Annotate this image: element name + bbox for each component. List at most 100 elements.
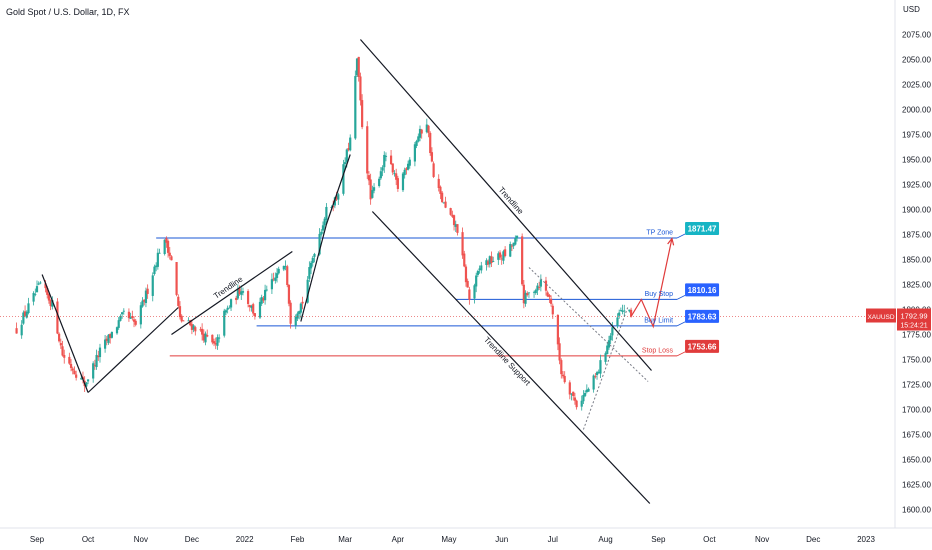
candle-body: [604, 353, 607, 362]
candle-body: [372, 187, 376, 191]
candle-body: [441, 192, 444, 203]
candle-body: [515, 235, 519, 239]
candle-body: [296, 313, 299, 319]
candle-body: [592, 375, 595, 390]
price-axis[interactable]: 1600.00 1625.00 1650.00 1675.00 1700.00 1725.…: [866, 31, 931, 515]
tp-zone-tag[interactable]: [685, 222, 720, 236]
buy-limit-tag[interactable]: [685, 309, 720, 323]
candle-body: [177, 296, 180, 306]
time-axis[interactable]: Sep Oct Nov Dec 2022 Feb Mar Apr May Jun Jul Aug Sep…: [30, 535, 876, 544]
candles-layer: [15, 56, 633, 411]
candle-body: [56, 301, 59, 334]
candle-body: [599, 360, 602, 374]
time-tick-label: Jul: [548, 535, 558, 544]
trendline-support[interactable]: [371, 211, 651, 504]
candle-body: [223, 310, 226, 336]
price-tick-label: 2000.00: [902, 106, 931, 115]
last-price-badge[interactable]: [897, 308, 931, 331]
candle-body: [396, 178, 399, 189]
candle-body: [238, 288, 241, 295]
trendline-upper[interactable]: [359, 39, 652, 371]
candle-body: [156, 252, 159, 267]
trendline-rising[interactable]: [171, 251, 293, 335]
candle-body: [429, 132, 432, 154]
buy-stop-tag[interactable]: [685, 283, 720, 297]
candle-body: [287, 284, 291, 304]
candle-body: [212, 341, 216, 344]
dotted-rise[interactable]: [582, 307, 629, 430]
candle-body: [71, 368, 74, 371]
time-tick-label: Apr: [392, 535, 405, 544]
candle-body: [502, 251, 505, 261]
candle-body: [166, 240, 170, 253]
price-tick-label: 1825.00: [902, 281, 931, 290]
candle-body: [444, 201, 447, 208]
candle-body: [427, 125, 430, 133]
trend-oct-nov[interactable]: [87, 307, 179, 393]
candle-body: [575, 400, 578, 408]
candle-body: [425, 124, 428, 133]
candle-body: [395, 173, 398, 180]
candle-body: [621, 310, 624, 312]
candle-body: [514, 238, 517, 245]
candle-body: [134, 320, 137, 325]
candle-body: [49, 300, 52, 307]
candle-body: [97, 355, 100, 358]
candle-body: [122, 310, 125, 312]
candle-body: [342, 164, 345, 194]
candle-body: [497, 253, 500, 260]
candle-body: [170, 256, 173, 261]
candle-body: [347, 148, 350, 150]
tp-zone-label: TP Zone: [646, 230, 673, 237]
stop-loss-callout: [676, 351, 686, 357]
candle-body: [211, 334, 214, 343]
drawing-layer[interactable]: [156, 237, 678, 357]
candle-body: [556, 314, 559, 345]
price-tick-label: 1675.00: [902, 431, 931, 440]
candle-body: [32, 293, 35, 302]
candle-body: [51, 300, 54, 307]
candle-body: [473, 285, 476, 299]
candle-body: [275, 273, 279, 278]
candle-body: [468, 289, 471, 300]
candle-body: [463, 253, 466, 267]
candle-body: [47, 293, 51, 301]
candle-body: [143, 299, 146, 302]
candle-body: [175, 261, 178, 295]
candle-body: [311, 257, 314, 263]
candle-body: [206, 335, 209, 337]
stop-loss-label: Stop Loss: [642, 347, 674, 354]
symbol-badge[interactable]: [866, 308, 896, 323]
candle-body: [585, 389, 588, 393]
candle-body: [354, 76, 357, 139]
candle-body: [587, 388, 590, 392]
candle-body: [538, 286, 541, 288]
candle-body: [405, 168, 408, 171]
projection-path[interactable]: [630, 238, 673, 329]
candle-body: [406, 163, 410, 170]
candle-body: [228, 307, 231, 309]
price-tick-label: 1900.00: [902, 206, 931, 215]
candle-body: [253, 313, 256, 317]
candle-body: [580, 400, 583, 407]
last-price-value: 1792.99: [900, 312, 927, 321]
candle-body: [383, 154, 386, 168]
trend-feb-mar[interactable]: [325, 154, 351, 225]
currency-label: USD: [903, 5, 920, 14]
candle-body: [25, 311, 28, 318]
candle-body: [240, 291, 243, 295]
candle-body: [58, 333, 61, 342]
dotted-channel[interactable]: [528, 267, 649, 382]
candle-body: [23, 311, 27, 316]
stop-loss-tag[interactable]: [685, 339, 720, 353]
tp-zone-tag-value: 1871.47: [688, 225, 717, 234]
trend-feb[interactable]: [300, 224, 327, 322]
time-tick-label: 2023: [857, 535, 875, 544]
candle-body: [461, 232, 464, 256]
candle-body: [270, 279, 274, 290]
tp-zone-callout: [676, 233, 686, 239]
trend-sep-oct[interactable]: [41, 274, 89, 393]
time-tick-label: Oct: [703, 535, 716, 544]
